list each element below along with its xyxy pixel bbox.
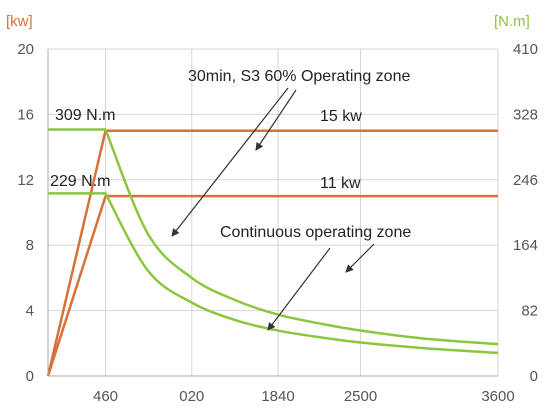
annotation-zone-s3: 30min, S3 60% Operating zone <box>188 68 410 85</box>
right-tick-label: 246 <box>513 172 538 189</box>
series-layer <box>46 128 499 377</box>
right-tick-label: 164 <box>513 237 538 254</box>
annotation-arrows <box>171 87 375 331</box>
left-tick-label: 0 <box>26 368 34 385</box>
right-axis-unit: [N.m] <box>494 13 530 30</box>
torque-curve-3 <box>48 192 499 355</box>
grid <box>48 48 499 377</box>
x-tick-label: 1840 <box>261 388 294 405</box>
x-tick-label: 3600 <box>481 388 514 405</box>
right-tick-label: 0 <box>530 368 538 385</box>
x-tick-label: 2500 <box>344 388 377 405</box>
annotation-power-cont: 11 kw <box>320 175 361 192</box>
annotation-zone-cont: Continuous operating zone <box>220 224 411 241</box>
left-tick-label: 8 <box>26 237 34 254</box>
x-tick-label: 020 <box>179 388 204 405</box>
annotation-torque-s3: 309 N.m <box>55 107 115 124</box>
arrow-cont-1 <box>267 247 331 331</box>
left-tick-label: 12 <box>17 172 34 189</box>
right-tick-label: 328 <box>513 106 538 123</box>
left-tick-label: 20 <box>17 41 34 58</box>
axes <box>47 49 498 377</box>
left-tick-label: 4 <box>26 303 34 320</box>
annotation-torque-cont: 229 N.m <box>50 173 110 190</box>
x-tick-label: 460 <box>93 388 118 405</box>
left-axis-unit: [kw] <box>6 13 33 30</box>
annotation-power-s3: 15 kw <box>320 108 362 125</box>
arrow-s3-2 <box>255 89 297 151</box>
arrow-s3-1 <box>171 87 289 237</box>
torque-curve-2 <box>48 128 499 346</box>
power-curve-1 <box>46 194 498 377</box>
tick-labels: 0 4 8 12 16 20 0 82 164 246 328 410 460 020 1840 2500 36… <box>17 41 538 405</box>
arrow-cont-2 <box>345 243 375 273</box>
right-tick-label: 82 <box>521 303 538 320</box>
right-tick-label: 410 <box>513 41 538 58</box>
left-tick-label: 16 <box>17 106 34 123</box>
